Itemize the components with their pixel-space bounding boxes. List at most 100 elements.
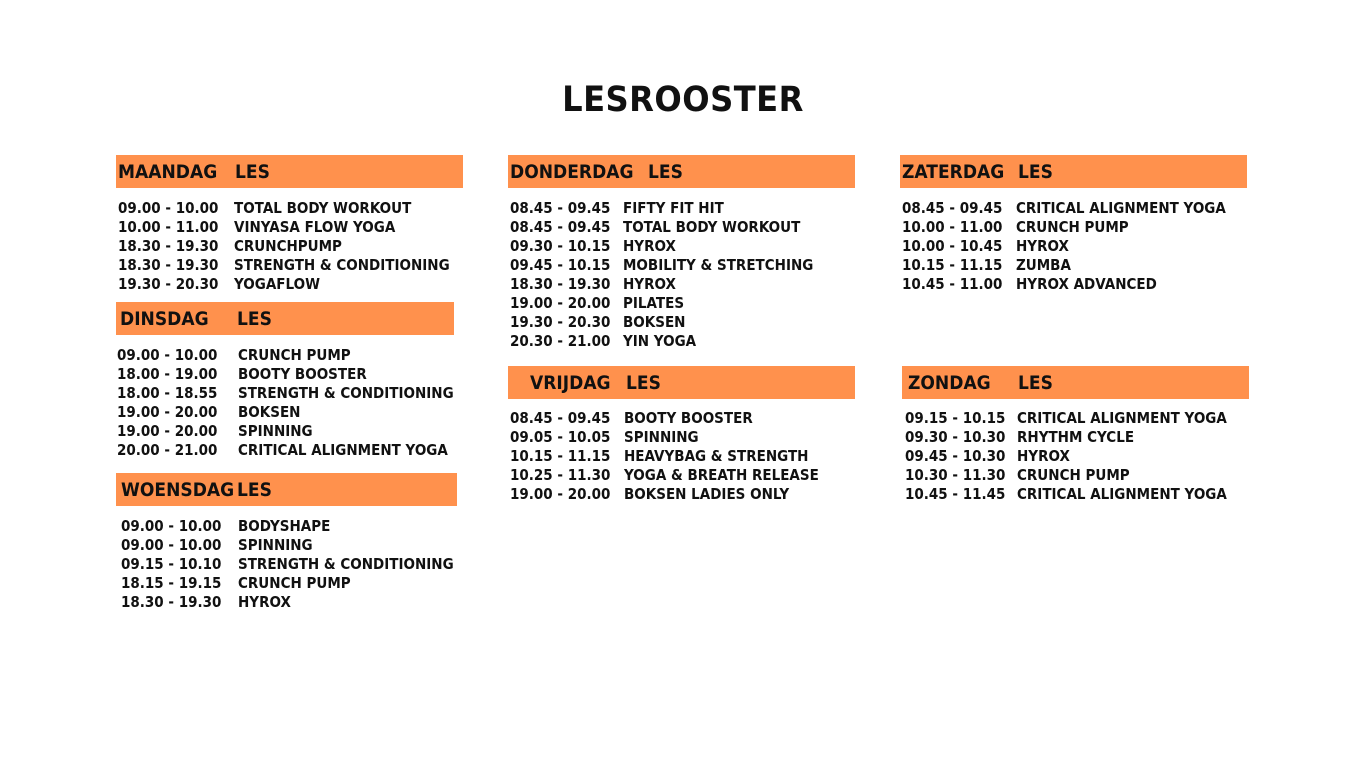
class-row: 08.45 - 09.45 CRITICAL ALIGNMENT YOGA [900,199,1247,218]
class-row: 09.30 - 10.30 RHYTHM CYCLE [902,428,1249,447]
class-time: 10.30 - 11.30 [905,466,1006,484]
class-row: 09.05 - 10.05 SPINNING [508,428,855,447]
class-name: STRENGTH & CONDITIONING [238,555,454,573]
class-name: TOTAL BODY WORKOUT [623,218,801,236]
les-label: LES [237,479,272,501]
class-name: SPINNING [238,422,313,440]
day-header: VRIJDAG LES [508,366,855,399]
class-name: SPINNING [624,428,699,446]
class-time: 10.45 - 11.00 [902,275,1003,293]
class-row: 09.15 - 10.10 STRENGTH & CONDITIONING [116,555,457,574]
class-name: HYROX [1016,237,1069,255]
class-name: BOOTY BOOSTER [238,365,367,383]
class-row: 10.15 - 11.15 ZUMBA [900,256,1247,275]
class-row: 10.15 - 11.15 HEAVYBAG & STRENGTH [508,447,855,466]
class-row: 08.45 - 09.45 BOOTY BOOSTER [508,409,855,428]
day-name: ZONDAG [908,372,991,394]
class-name: HYROX [623,237,676,255]
class-row: 19.00 - 20.00 BOKSEN [116,403,454,422]
day-header: MAANDAG LES [116,155,463,188]
day-name: WOENSDAG [121,479,235,501]
class-row: 09.00 - 10.00 CRUNCH PUMP [116,346,454,365]
class-name: VINYASA FLOW YOGA [234,218,396,236]
class-time: 20.30 - 21.00 [510,332,611,350]
class-row: 19.00 - 20.00 BOKSEN LADIES ONLY [508,485,855,504]
class-time: 09.05 - 10.05 [510,428,611,446]
class-row: 18.00 - 19.00 BOOTY BOOSTER [116,365,454,384]
class-row: 10.00 - 11.00 CRUNCH PUMP [900,218,1247,237]
class-row: 20.30 - 21.00 YIN YOGA [508,332,855,351]
class-name: CRUNCHPUMP [234,237,342,255]
class-time: 09.30 - 10.30 [905,428,1006,446]
class-row: 08.45 - 09.45 TOTAL BODY WORKOUT [508,218,855,237]
class-time: 10.00 - 10.45 [902,237,1003,255]
class-row: 19.00 - 20.00 PILATES [508,294,855,313]
class-name: MOBILITY & STRETCHING [623,256,814,274]
class-name: CRITICAL ALIGNMENT YOGA [238,441,448,459]
class-time: 19.30 - 20.30 [118,275,219,293]
class-row: 10.45 - 11.45 CRITICAL ALIGNMENT YOGA [902,485,1249,504]
class-row: 19.30 - 20.30 BOKSEN [508,313,855,332]
class-name: BOKSEN [623,313,686,331]
class-row: 20.00 - 21.00 CRITICAL ALIGNMENT YOGA [116,441,454,460]
class-time: 19.00 - 20.00 [117,403,218,421]
day-name: MAANDAG [118,161,218,183]
class-row: 10.25 - 11.30 YOGA & BREATH RELEASE [508,466,855,485]
class-row: 18.30 - 19.30 HYROX [116,593,457,612]
class-time: 09.15 - 10.15 [905,409,1006,427]
class-time: 09.00 - 10.00 [121,536,222,554]
class-time: 08.45 - 09.45 [510,199,611,217]
class-row: 10.30 - 11.30 CRUNCH PUMP [902,466,1249,485]
day-name: ZATERDAG [902,161,1005,183]
class-name: BOOTY BOOSTER [624,409,753,427]
class-time: 18.30 - 19.30 [118,256,219,274]
class-row: 10.00 - 10.45 HYROX [900,237,1247,256]
class-time: 10.15 - 11.15 [510,447,611,465]
class-row: 09.00 - 10.00 SPINNING [116,536,457,555]
class-time: 20.00 - 21.00 [117,441,218,459]
class-time: 19.30 - 20.30 [510,313,611,331]
class-name: CRITICAL ALIGNMENT YOGA [1017,409,1227,427]
class-time: 08.45 - 09.45 [902,199,1003,217]
class-name: CRUNCH PUMP [238,346,351,364]
class-row: 09.15 - 10.15 CRITICAL ALIGNMENT YOGA [902,409,1249,428]
class-name: CRUNCH PUMP [238,574,351,592]
class-row: 09.00 - 10.00 BODYSHAPE [116,517,457,536]
class-time: 09.00 - 10.00 [118,199,219,217]
class-row: 09.00 - 10.00 TOTAL BODY WORKOUT [116,199,463,218]
class-time: 18.00 - 18.55 [117,384,218,402]
class-time: 09.30 - 10.15 [510,237,611,255]
class-row: 19.30 - 20.30 YOGAFLOW [116,275,463,294]
class-row: 10.45 - 11.00 HYROX ADVANCED [900,275,1247,294]
class-name: FIFTY FIT HIT [623,199,724,217]
class-name: PILATES [623,294,685,312]
class-time: 18.00 - 19.00 [117,365,218,383]
class-time: 09.15 - 10.10 [121,555,222,573]
class-time: 09.45 - 10.30 [905,447,1006,465]
class-time: 19.00 - 20.00 [510,485,611,503]
class-name: BOKSEN LADIES ONLY [624,485,790,503]
class-row: 18.30 - 19.30 HYROX [508,275,855,294]
les-label: LES [237,308,272,330]
class-row: 09.45 - 10.30 HYROX [902,447,1249,466]
les-label: LES [1018,372,1053,394]
class-time: 10.00 - 11.00 [118,218,219,236]
class-time: 19.00 - 20.00 [117,422,218,440]
class-name: YOGA & BREATH RELEASE [624,466,819,484]
day-header: DINSDAG LES [116,302,454,335]
class-name: BODYSHAPE [238,517,331,535]
class-row: 18.30 - 19.30 STRENGTH & CONDITIONING [116,256,463,275]
class-time: 09.00 - 10.00 [117,346,218,364]
class-time: 10.45 - 11.45 [905,485,1006,503]
class-row: 09.45 - 10.15 MOBILITY & STRETCHING [508,256,855,275]
day-header: DONDERDAG LES [508,155,855,188]
class-time: 10.15 - 11.15 [902,256,1003,274]
class-name: YOGAFLOW [234,275,321,293]
class-name: CRITICAL ALIGNMENT YOGA [1017,485,1227,503]
class-time: 09.45 - 10.15 [510,256,611,274]
class-name: HYROX [623,275,676,293]
class-time: 08.45 - 09.45 [510,218,611,236]
class-name: BOKSEN [238,403,301,421]
class-time: 18.15 - 19.15 [121,574,222,592]
les-label: LES [648,161,683,183]
